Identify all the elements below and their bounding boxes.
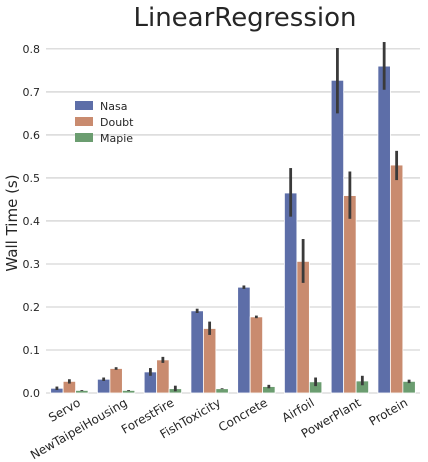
grid-layer: 0.0 0.1 0.2 0.3 0.4 0.5 0.6 0.7 0.8	[23, 43, 420, 400]
bar	[109, 368, 123, 394]
y-tick-label: 0.2	[23, 301, 41, 314]
bar	[202, 328, 217, 394]
chart-title: LinearRegression	[133, 3, 356, 33]
bar	[156, 359, 170, 394]
bar	[190, 310, 204, 394]
y-tick-label: 0.5	[23, 172, 41, 185]
legend-label: Mapie	[100, 132, 133, 145]
bar	[215, 388, 229, 394]
y-tick-label: 0.6	[23, 129, 41, 142]
y-tick-label: 0.8	[23, 43, 41, 56]
bar	[402, 380, 416, 394]
legend-label: Nasa	[100, 100, 127, 113]
legend-swatch	[75, 117, 93, 126]
x-tick-label: Servo	[46, 395, 83, 424]
x-tick-label: Concrete	[216, 395, 270, 434]
legend-label: Doubt	[100, 116, 134, 129]
x-tick-labels: ServoNewTaipeiHousingForestFireFishToxic…	[28, 395, 410, 462]
y-tick-label: 0.4	[23, 215, 41, 228]
bar	[330, 79, 345, 394]
x-tick-label: Protein	[367, 395, 410, 428]
bars-layer	[50, 65, 416, 394]
legend: Nasa Doubt Mapie	[75, 100, 134, 145]
legend-swatch	[75, 133, 93, 142]
y-axis-label: Wall Time (s)	[3, 174, 21, 271]
y-tick-label: 0.3	[23, 258, 41, 271]
bar	[249, 316, 264, 394]
y-tick-label: 0.0	[23, 387, 41, 400]
bar	[237, 286, 251, 394]
bar	[284, 192, 298, 394]
y-tick-label: 0.1	[23, 344, 41, 357]
error-bars-layer	[55, 42, 411, 392]
bar	[377, 65, 391, 394]
bar	[97, 378, 111, 394]
y-tick-label: 0.7	[23, 86, 41, 99]
bar	[343, 195, 357, 394]
legend-swatch	[75, 101, 93, 110]
bar	[389, 164, 404, 394]
